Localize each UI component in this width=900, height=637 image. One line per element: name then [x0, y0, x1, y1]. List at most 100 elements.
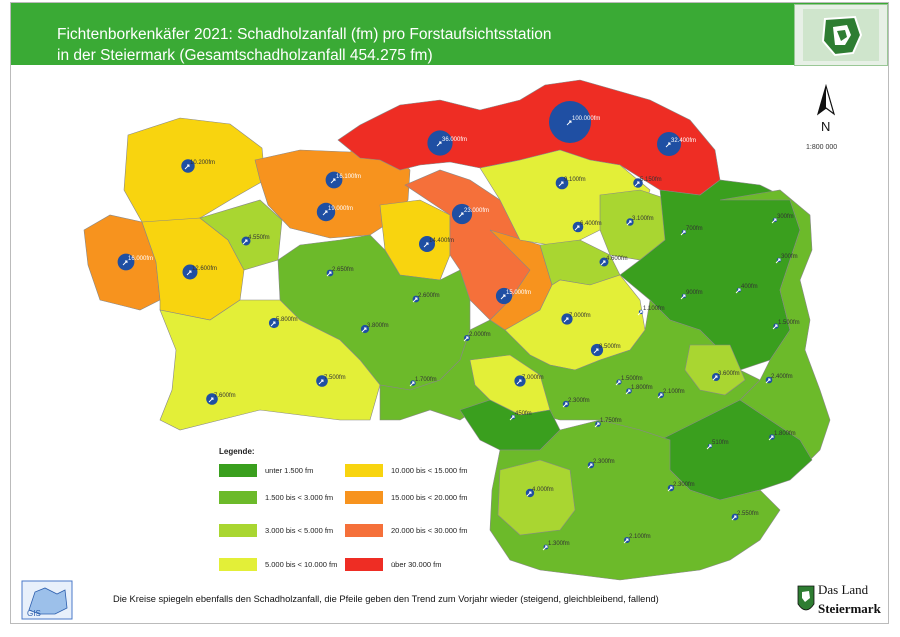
station-label: 4.600fm — [606, 256, 628, 262]
station-marker: 16.000fm — [117, 253, 153, 271]
station-label: 32.400fm — [671, 138, 696, 144]
trend-arrow-icon — [731, 515, 737, 521]
gis-logo-icon: GIS — [21, 580, 73, 620]
trend-arrow-icon — [615, 380, 621, 386]
station-label: 450fm — [515, 411, 532, 417]
trend-arrow-icon — [458, 212, 464, 218]
legend-item: 20.000 bis < 30.000 fm — [345, 524, 468, 537]
trend-arrow-icon — [587, 463, 593, 469]
station-marker: 14.400fm — [419, 236, 454, 252]
station-marker: 5.150fm — [633, 177, 662, 188]
trend-arrow-icon — [775, 258, 781, 264]
station-label: 1.300fm — [548, 541, 570, 547]
trend-arrow-icon — [509, 415, 515, 421]
legend-label: 15.000 bis < 20.000 fm — [391, 493, 468, 502]
station-marker: 12.600fm — [182, 264, 217, 280]
trend-arrow-icon — [657, 393, 663, 399]
station-label: 700fm — [686, 226, 703, 232]
station-label: 7.500fm — [324, 375, 346, 381]
station-label: 1.500fm — [621, 376, 643, 382]
trend-arrow-icon — [463, 336, 469, 342]
legend-item: über 30.000 fm — [345, 558, 441, 571]
north-arrow: N — [812, 83, 840, 139]
station-marker: 2.300fm — [587, 459, 615, 469]
station-label: 5.150fm — [640, 177, 662, 183]
station-label: 2.400fm — [771, 374, 793, 380]
station-marker: 8.500fm — [590, 343, 621, 357]
legend-item: 1.500 bis < 3.000 fm — [219, 491, 333, 504]
station-label: 4.550fm — [248, 235, 270, 241]
station-marker: 1.300fm — [542, 541, 570, 551]
trend-arrow-icon — [563, 317, 569, 323]
station-marker: 1.750fm — [594, 418, 622, 428]
crest-thumbnail — [794, 4, 888, 66]
trend-arrow-icon — [318, 379, 324, 385]
legend-swatch — [219, 464, 257, 477]
trend-arrow-icon — [322, 210, 328, 216]
legend-swatch — [345, 524, 383, 537]
station-marker: 7.000fm — [514, 375, 544, 387]
station-marker: 32.400fm — [657, 132, 696, 156]
station-marker: 1.800fm — [625, 385, 653, 395]
station-label: 1.800fm — [631, 385, 653, 391]
station-label: 1.800fm — [774, 431, 796, 437]
station-label: 6.400fm — [580, 221, 602, 227]
station-marker: 2.300fm — [562, 398, 590, 408]
trend-arrow-icon — [593, 348, 599, 354]
station-label: 36.000fm — [442, 137, 467, 143]
trend-arrow-icon — [594, 422, 600, 428]
station-marker: 2.650fm — [326, 267, 354, 277]
trend-arrow-icon — [665, 142, 671, 148]
gis-logo: GIS — [21, 580, 73, 620]
legend-item: 10.000 bis < 15.000 fm — [345, 464, 468, 477]
station-marker: 2.000fm — [463, 332, 491, 342]
map-footnote: Die Kreise spiegeln ebenfalls den Schadh… — [113, 594, 659, 604]
trend-arrow-icon — [712, 375, 718, 381]
steiermark-crest-icon — [797, 585, 815, 611]
station-label: 2.000fm — [469, 332, 491, 338]
trend-arrow-icon — [634, 181, 640, 187]
station-label: 1.700fm — [415, 377, 437, 383]
station-label: 9.100fm — [564, 177, 586, 183]
logo-text-das-land: Das Land — [818, 582, 869, 597]
regions-layer — [83, 79, 831, 581]
station-marker: 3.100fm — [626, 216, 654, 226]
logo-text-steiermark: Steiermark — [818, 601, 881, 616]
station-marker: 7.000fm — [561, 313, 591, 325]
station-marker: 15.000fm — [495, 287, 531, 305]
station-label: 2.600fm — [418, 293, 440, 299]
station-label: 4.000fm — [532, 487, 554, 493]
trend-arrow-icon — [270, 321, 276, 327]
region-south-green — [489, 419, 781, 581]
trend-arrow-icon — [423, 242, 429, 248]
legend-item: 5.000 bis < 10.000 fm — [219, 558, 337, 571]
gis-logo-text: GIS — [27, 609, 41, 618]
trend-arrow-icon — [412, 297, 418, 303]
station-marker: 700fm — [680, 226, 703, 236]
legend-item: 15.000 bis < 20.000 fm — [345, 491, 468, 504]
scale-label: 1:800 000 — [806, 144, 838, 151]
station-label: 2.300fm — [568, 398, 590, 404]
station-marker: 2.550fm — [731, 511, 759, 521]
station-marker: 16.100fm — [325, 171, 361, 189]
title-bar: Fichtenborkenkäfer 2021: Schadholzanfall… — [11, 3, 888, 65]
trend-arrow-icon — [637, 310, 643, 316]
station-marker: 9.100fm — [555, 176, 586, 190]
trend-arrow-icon — [361, 327, 367, 333]
station-label: 7.000fm — [522, 375, 544, 381]
station-marker: 1.800fm — [768, 431, 796, 441]
station-marker: 36.000fm — [427, 130, 467, 156]
station-marker: 2.300fm — [667, 482, 695, 492]
station-marker: 5.800fm — [268, 317, 298, 329]
station-label: 3.100fm — [632, 216, 654, 222]
legend-item: unter 1.500 fm — [219, 464, 313, 477]
station-label: 3.600fm — [718, 371, 740, 377]
station-label: 16.100fm — [336, 174, 361, 180]
station-marker: 7.600fm — [206, 393, 236, 405]
station-label: 5.800fm — [276, 317, 298, 323]
legend-item: 3.000 bis < 5.000 fm — [219, 524, 333, 537]
region-northwest-yellow — [123, 117, 266, 231]
station-marker: 900fm — [680, 290, 703, 300]
station-marker: 2.400fm — [765, 374, 793, 384]
station-label: 2.300fm — [673, 482, 695, 488]
